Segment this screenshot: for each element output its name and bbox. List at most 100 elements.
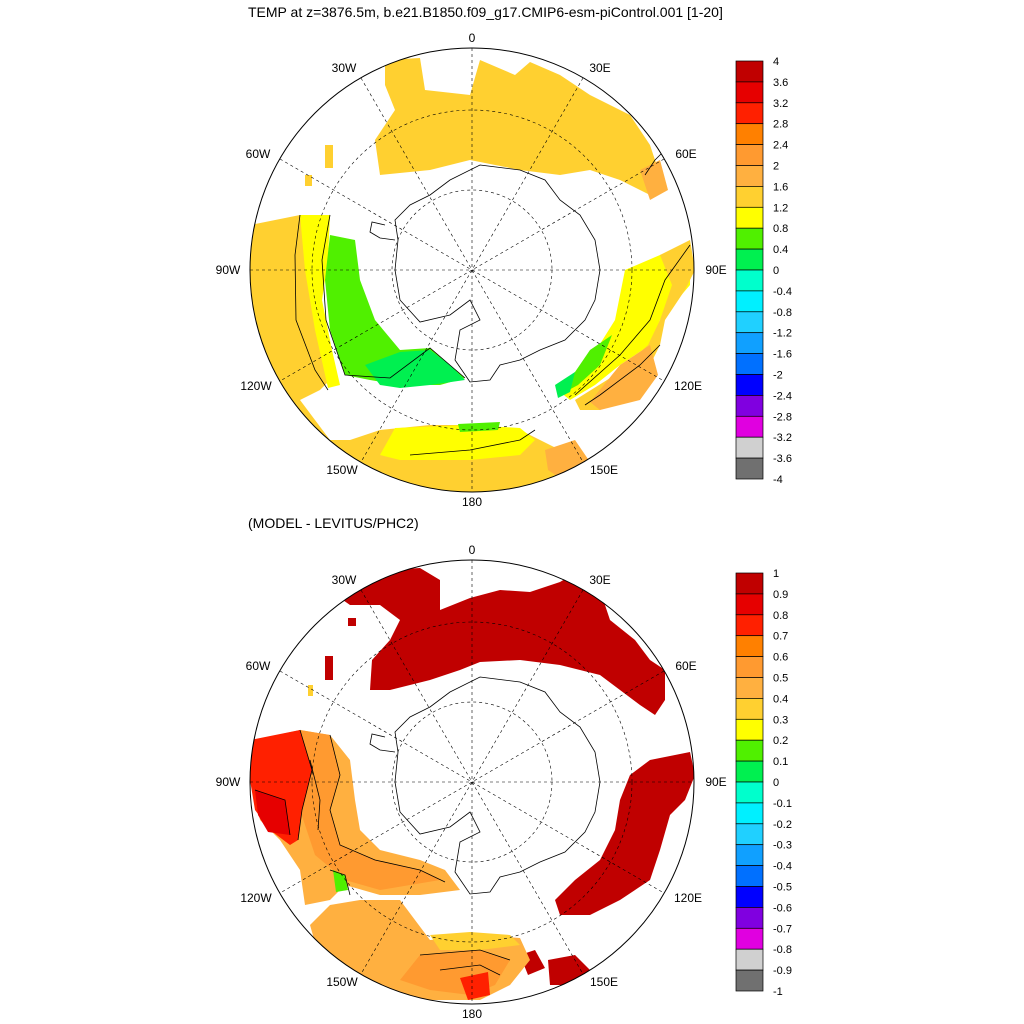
bottom-colorbar-label: -0.2	[773, 819, 792, 831]
bottom-latitude-circle-outer	[311, 621, 633, 943]
bottom-field-atlantic-red	[340, 568, 665, 715]
top-latitude-circle-outer	[311, 109, 633, 431]
bottom-colorbar-label: -0.8	[773, 944, 792, 956]
top-colorbar-swatch	[735, 123, 764, 145]
top-colorbar-swatch	[735, 436, 764, 459]
bottom-colorbar-swatch	[735, 865, 764, 887]
top-lon-label-150e: 150E	[590, 463, 618, 477]
top-field-indian-lightgreen	[555, 372, 575, 398]
top-colorbar-swatch	[735, 81, 764, 104]
top-field-pacific-yellow	[300, 215, 340, 388]
top-lon-label-180: 180	[462, 495, 482, 509]
bottom-field-south-red-core	[460, 972, 490, 1000]
top-colorbar-label: -1.6	[773, 349, 792, 361]
top-colorbar-label: -3.6	[773, 453, 792, 465]
bottom-colorbar-label: -0.9	[773, 965, 792, 977]
top-field-south-green	[458, 422, 500, 432]
bottom-contour-7	[329, 869, 351, 896]
top-lon-label-30e: 30E	[589, 61, 610, 75]
top-meridian-30w-150e	[360, 77, 584, 463]
bottom-colorbar-swatch	[735, 718, 764, 741]
top-colorbar-label: 3.6	[773, 77, 788, 89]
bottom-colorbar-swatch	[735, 969, 764, 992]
bottom-contour-6	[439, 964, 501, 976]
bottom-colorbar-label: -0.6	[773, 902, 792, 914]
top-colorbar-label: 3.2	[773, 98, 788, 110]
top-lon-label-150w: 150W	[326, 463, 358, 477]
bottom-colorbar-label: 0.3	[773, 714, 788, 726]
top-colorbar-swatch	[735, 374, 764, 396]
top-contours	[294, 149, 691, 456]
bottom-meridian-30w-150e	[360, 589, 584, 975]
bottom-peninsula	[369, 733, 396, 753]
bottom-colorbar-label: 0.9	[773, 589, 788, 601]
top-colorbar-swatch	[735, 353, 764, 375]
bottom-field-fragment-2	[308, 685, 313, 696]
top-meridian-30e-150w	[360, 77, 584, 463]
bottom-colorbar-label: 0.7	[773, 631, 788, 643]
bottom-map-boundary	[249, 559, 695, 1005]
bottom-colorbar-label: 0.4	[773, 693, 788, 705]
bottom-contour-2	[329, 734, 446, 883]
bottom-difference-field	[250, 568, 694, 1000]
top-colorbar-swatch	[735, 227, 764, 250]
top-lon-label-30w: 30W	[332, 61, 357, 75]
top-colorbar-label: -2	[773, 370, 783, 382]
bottom-colorbar-label: -0.1	[773, 798, 792, 810]
top-colorbar-swatch	[735, 311, 764, 334]
bottom-lon-label-120w: 120W	[240, 891, 272, 905]
bottom-field-indian-red	[555, 752, 694, 915]
top-map-boundary	[249, 47, 695, 493]
bottom-field-fragment-3	[348, 618, 356, 626]
top-colorbar-swatch	[735, 248, 764, 271]
bottom-colorbar-swatch	[735, 635, 764, 657]
bottom-contour-4	[309, 759, 321, 831]
bottom-colorbar-swatch	[735, 907, 764, 929]
bottom-colorbar-swatch	[735, 823, 764, 846]
bottom-lon-label-90w: 90W	[216, 775, 241, 789]
top-colorbar-label: 2	[773, 161, 779, 173]
top-contour-5	[584, 344, 661, 406]
bottom-contour-3	[254, 789, 291, 836]
top-lon-label-120w: 120W	[240, 379, 272, 393]
bottom-colorbar-label: 0	[773, 777, 779, 789]
bottom-colorbar-label: 0.1	[773, 756, 788, 768]
top-meridian-60w-120e	[279, 158, 665, 382]
top-colorbar-swatch	[735, 165, 764, 187]
bottom-lon-label-150e: 150E	[590, 975, 618, 989]
top-contour-1	[294, 214, 329, 391]
bottom-colorbar-label: -0.7	[773, 923, 792, 935]
top-colorbar-label: -1.2	[773, 328, 792, 340]
top-field-atlantic-orange	[640, 160, 668, 200]
top-colorbar-label: -0.4	[773, 286, 792, 298]
bottom-colorbar-swatch	[735, 948, 764, 971]
bottom-colorbar-label: 1	[773, 568, 779, 580]
top-colorbar: 4 3.6 3.2 2.8 2.4 2 1.6 1.2 0.8 0.4 0 -0.4 -0.8 -1.2 -…	[735, 56, 792, 486]
bottom-colorbar-swatch	[735, 781, 764, 804]
bottom-lon-label-60w: 60W	[246, 659, 271, 673]
bottom-colorbar: 1 0.9 0.8 0.7 0.6 0.5 0.4 0.3 0.2 0.1 0 -0.1 -0.2 -0.…	[735, 568, 792, 998]
bottom-meridian-30e-150w	[360, 589, 584, 975]
bottom-field-fragment-1	[325, 656, 333, 680]
top-colorbar-label: 0.8	[773, 223, 788, 235]
top-meridian-60e-120w	[279, 158, 665, 382]
bottom-colorbar-label: -0.3	[773, 840, 792, 852]
top-colorbar-swatch	[735, 457, 764, 480]
bottom-lon-label-60e: 60E	[675, 659, 696, 673]
top-lon-label-0: 0	[469, 31, 476, 45]
top-peninsula	[369, 221, 396, 241]
bottom-lon-label-90e: 90E	[705, 775, 726, 789]
top-lon-label-120e: 120E	[674, 379, 702, 393]
top-map-title: TEMP at z=3876.5m, b.e21.B1850.f09_g17.C…	[248, 4, 723, 20]
top-colorbar-swatch	[735, 269, 764, 292]
bottom-colorbar-swatch	[735, 677, 764, 699]
bottom-colorbar-swatch	[735, 760, 764, 783]
bottom-colorbar-swatch	[735, 656, 764, 678]
top-colorbar-swatch	[735, 206, 764, 229]
bottom-contours	[254, 729, 511, 976]
bottom-field-pacific-green	[333, 870, 348, 892]
top-field-sw-orange	[545, 440, 590, 478]
bottom-meridian-60e-120w	[279, 670, 665, 894]
top-colorbar-swatch	[735, 102, 764, 125]
bottom-colorbar-swatch	[735, 572, 764, 595]
